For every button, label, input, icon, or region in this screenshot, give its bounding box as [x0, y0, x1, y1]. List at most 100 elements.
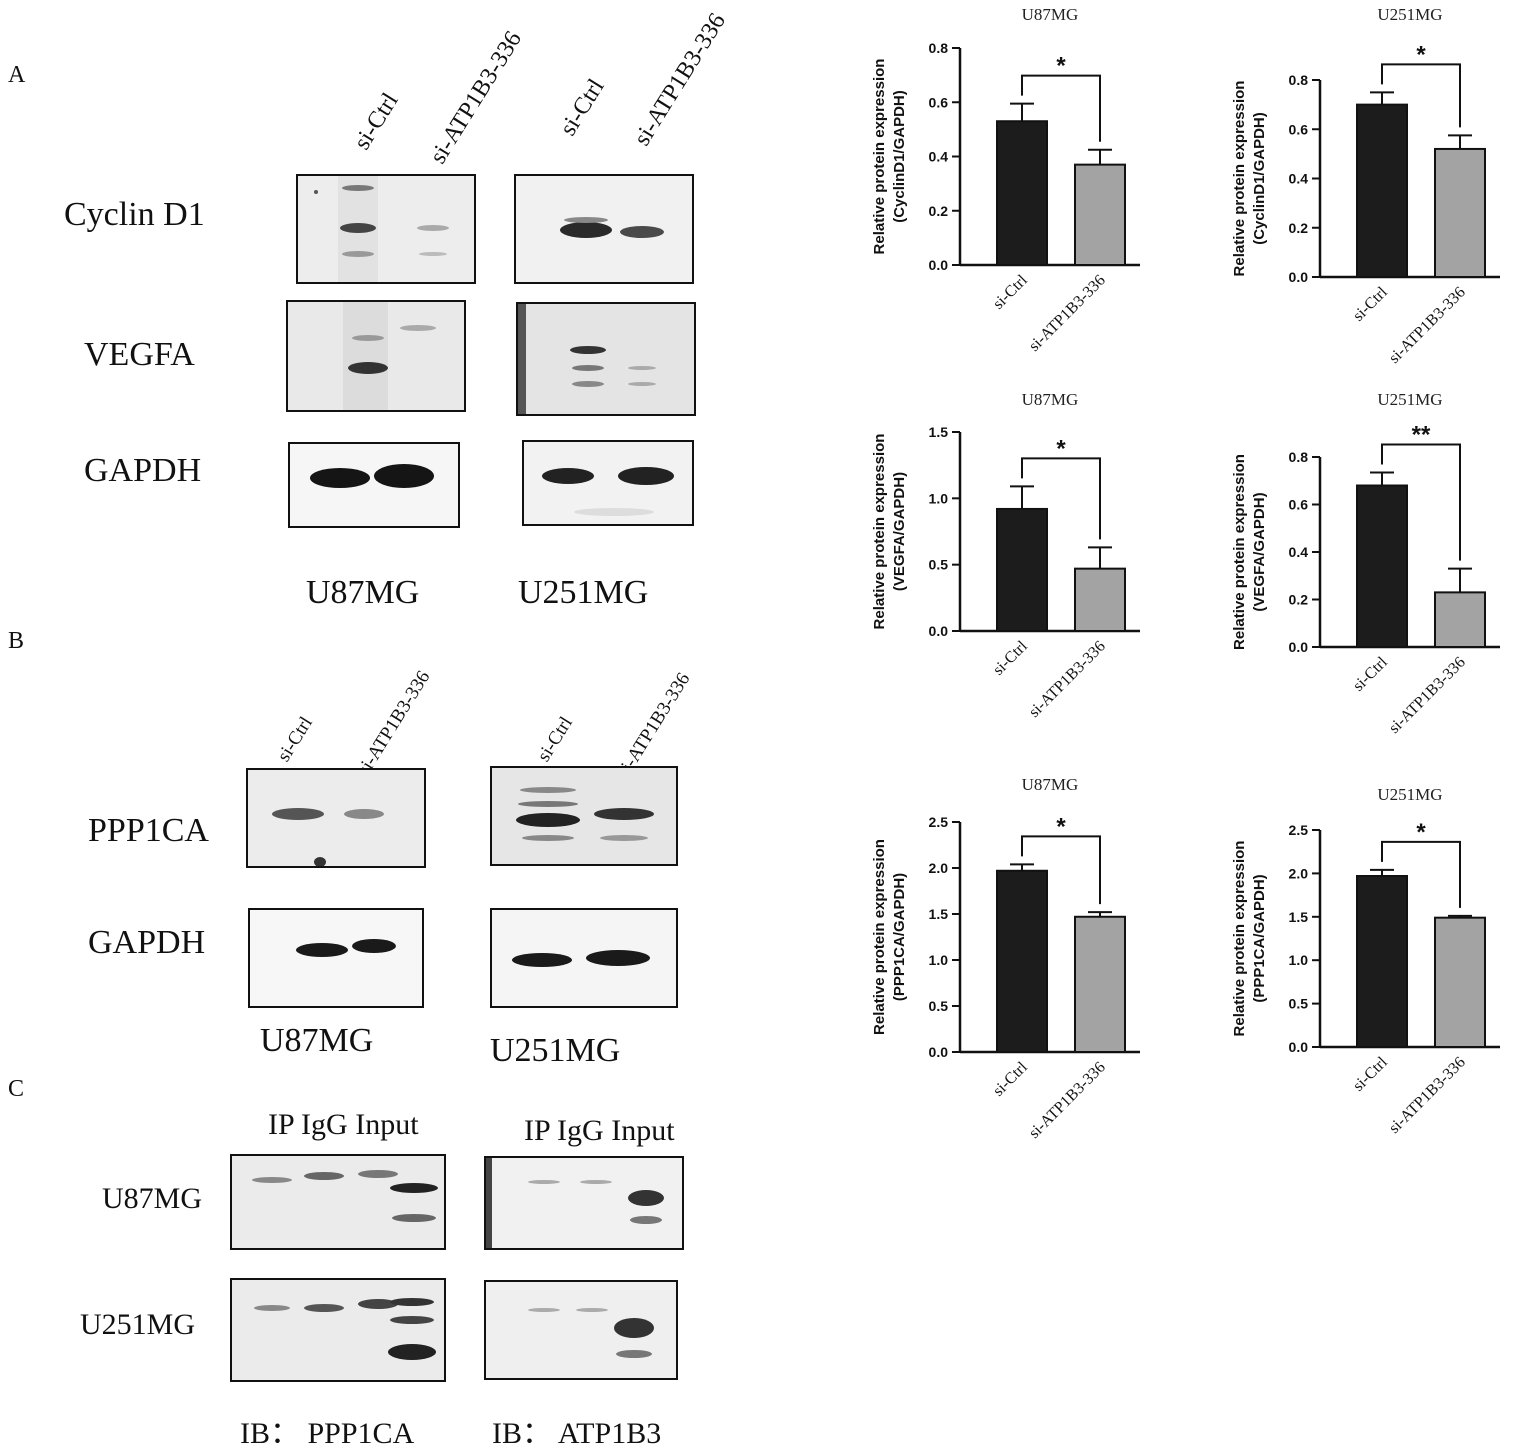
y-axis-label: (CyclinD1/GAPDH) [891, 90, 908, 223]
y-axis-label: (PPP1CA/GAPDH) [1251, 874, 1268, 1002]
x-tick-label: si-Ctrl [990, 1058, 1031, 1099]
y-tick-label: 2.5 [929, 814, 949, 830]
blot-coip-atp1b3-u251mg [484, 1280, 678, 1380]
bar-si-ctrl [1356, 875, 1408, 1048]
chart-ppp1ca-u251mg: U251MG 0.0 0.5 1.0 1.5 2.0 2.5 Relative protein… [1231, 785, 1500, 1137]
panel-letter-a: A [8, 62, 26, 88]
ib-label-ppp1ca: IB： PPP1CA [240, 1417, 415, 1450]
lane-label-b-u251-ctrl: si-Ctrl [533, 713, 577, 766]
bar-si-atp1b3-336 [1434, 916, 1486, 1048]
y-tick-label: 0.0 [1289, 639, 1309, 655]
bar-si-atp1b3-336 [1434, 591, 1486, 648]
chart-title: U251MG [1377, 785, 1442, 804]
cell-label-b-u87mg: U87MG [260, 1022, 374, 1059]
lane-label-a-u87-kd: si-ATP1B3-336 [425, 26, 528, 169]
lane-label-a-u251-ctrl: si-Ctrl [555, 74, 610, 141]
panel-letter-c: C [8, 1076, 25, 1102]
x-tick-label: si-Ctrl [1350, 653, 1391, 694]
significance-marker: * [1056, 53, 1066, 80]
y-tick-label: 0.5 [929, 557, 949, 573]
y-tick-label: 0.0 [1289, 1039, 1309, 1055]
blot-coip-ppp1ca-u87mg [230, 1154, 446, 1250]
bar-si-ctrl [996, 869, 1048, 1054]
y-tick-label: 0.8 [1289, 72, 1309, 88]
y-tick-label: 0.0 [929, 1044, 949, 1060]
significance-bracket [1381, 443, 1461, 561]
chart-title: U87MG [1022, 775, 1079, 794]
blot-vegfa-u251mg [516, 302, 696, 416]
co-ip-header-atp1b3: IP IgG Input [524, 1114, 675, 1147]
bar-si-atp1b3-336 [1074, 915, 1126, 1053]
blot-coip-atp1b3-u87mg [484, 1156, 684, 1250]
y-axis-label: (CyclinD1/GAPDH) [1251, 112, 1268, 245]
x-tick-label: si-Ctrl [1350, 1053, 1391, 1094]
x-tick-label: si-ATP1B3-336 [1386, 1054, 1469, 1137]
cell-label-b-u251mg: U251MG [490, 1032, 621, 1069]
y-tick-label: 0.6 [929, 94, 949, 110]
cell-label-a-u87mg: U87MG [306, 574, 420, 611]
y-tick-label: 0.8 [929, 40, 949, 56]
blot-gapdh-a-u87mg [288, 442, 460, 528]
significance-bracket [1381, 840, 1461, 908]
y-tick-label: 0.4 [929, 149, 949, 165]
y-axis-label: Relative protein expression [1231, 454, 1248, 650]
blot-cyclind1-u251mg [514, 174, 694, 284]
bar-si-atp1b3-336 [1434, 147, 1486, 278]
significance-marker: * [1056, 813, 1066, 840]
co-ip-header-ppp1ca: IP IgG Input [268, 1108, 419, 1141]
chart-vegfa-u251mg: U251MG 0.0 0.2 0.4 0.6 0.8 Relative protein ex… [1231, 390, 1500, 737]
y-tick-label: 1.0 [1289, 952, 1309, 968]
lane-label-a-u87-ctrl: si-Ctrl [349, 88, 404, 155]
ib-label-atp1b3: IB： ATP1B3 [492, 1417, 662, 1450]
significance-bracket [1021, 835, 1101, 905]
cell-label-a-u251mg: U251MG [518, 574, 649, 611]
chart-vegfa-u87mg: U87MG 0.0 0.5 1.0 1.5 Relative protein expres… [871, 390, 1140, 721]
row-label-ppp1ca: PPP1CA [88, 812, 209, 849]
y-tick-label: 0.4 [1289, 544, 1309, 560]
chart-title: U251MG [1377, 390, 1442, 409]
blot-vegfa-u87mg [286, 300, 466, 412]
row-label-gapdh-a: GAPDH [84, 452, 202, 489]
significance-bracket [1021, 457, 1101, 540]
x-tick-label: si-ATP1B3-336 [1026, 272, 1109, 355]
chart-title: U87MG [1022, 5, 1079, 24]
lane-label-b-u87-ctrl: si-Ctrl [273, 713, 317, 766]
y-tick-label: 1.5 [929, 424, 949, 440]
y-tick-label: 2.0 [929, 860, 949, 876]
chart-cyclind1-u251mg: U251MG 0.0 0.2 0.4 0.6 0.8 Relative protein ex… [1231, 5, 1500, 367]
y-axis-label: Relative protein expression [1231, 81, 1248, 277]
bar-si-atp1b3-336 [1074, 163, 1126, 266]
blot-cyclind1-u87mg [296, 174, 476, 284]
x-tick-label: si-Ctrl [1350, 283, 1391, 324]
significance-marker: * [1416, 819, 1426, 846]
blot-coip-ppp1ca-u251mg [230, 1278, 446, 1382]
lane-label-b-u87-kd: si-ATP1B3-336 [353, 667, 435, 780]
significance-marker: * [1056, 435, 1066, 462]
y-tick-label: 2.0 [1289, 865, 1309, 881]
y-axis-label: (PPP1CA/GAPDH) [891, 873, 908, 1001]
significance-marker: ** [1412, 421, 1431, 448]
y-tick-label: 0.6 [1289, 497, 1309, 513]
significance-bracket [1021, 74, 1101, 142]
chart-cyclind1-u87mg: U87MG 0.0 0.2 0.4 0.6 0.8 Relative protein exp… [871, 5, 1140, 355]
y-axis-label: Relative protein expression [1231, 841, 1248, 1037]
y-axis-label: Relative protein expression [871, 434, 888, 630]
y-tick-label: 0.2 [1289, 592, 1309, 608]
y-tick-label: 1.0 [929, 490, 949, 506]
y-tick-label: 1.5 [1289, 909, 1309, 925]
y-tick-label: 1.5 [929, 906, 949, 922]
row-label-gapdh-b: GAPDH [88, 924, 206, 961]
significance-bracket [1381, 63, 1461, 128]
row-label-vegfa: VEGFA [84, 336, 195, 373]
bar-si-ctrl [996, 120, 1048, 266]
significance-marker: * [1416, 41, 1426, 68]
blot-ppp1ca-u251mg [490, 766, 678, 866]
x-tick-label: si-Ctrl [990, 271, 1031, 312]
y-tick-label: 0.2 [1289, 220, 1309, 236]
y-tick-label: 2.5 [1289, 822, 1309, 838]
blot-ppp1ca-u87mg [246, 768, 426, 868]
chart-title: U251MG [1377, 5, 1442, 24]
blot-gapdh-b-u251mg [490, 908, 678, 1008]
lane-label-a-u251-kd: si-ATP1B3-336 [629, 8, 732, 151]
x-tick-label: si-ATP1B3-336 [1026, 638, 1109, 721]
